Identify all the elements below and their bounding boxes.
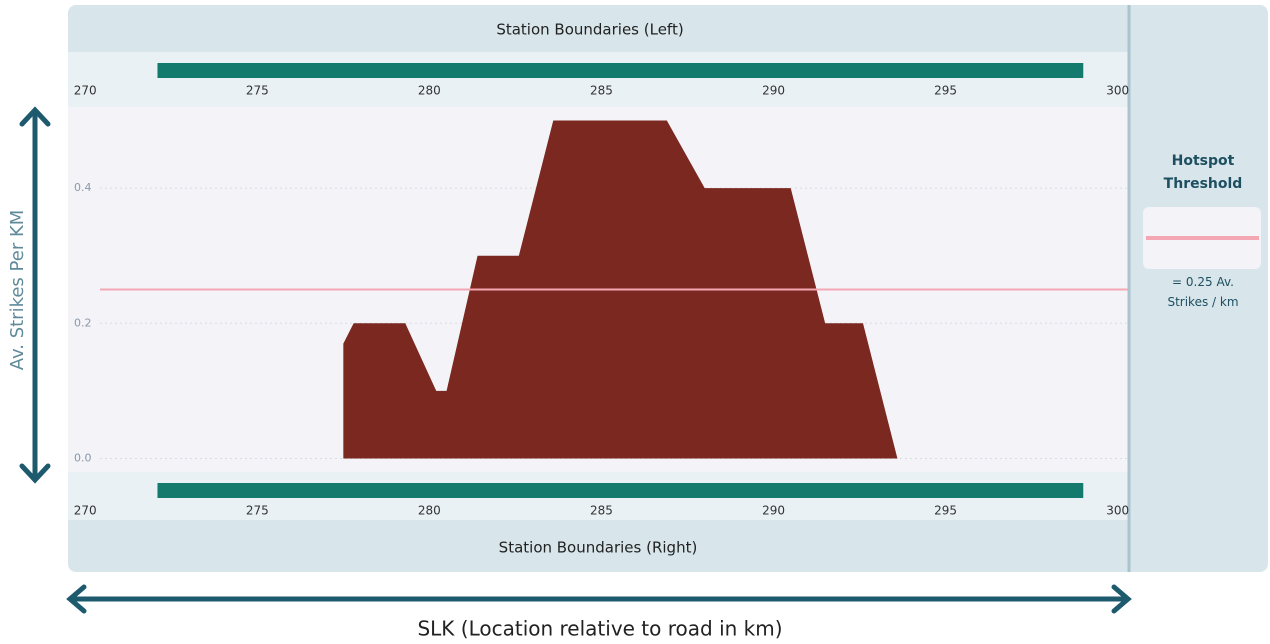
x-tick-label: 300 <box>1106 504 1129 518</box>
x-tick-label: 280 <box>418 504 441 518</box>
station-bar <box>157 63 1084 78</box>
x-tick-label: 285 <box>590 504 613 518</box>
station-bar <box>157 483 1084 498</box>
x-tick-label: 290 <box>762 504 785 518</box>
y-axis-label: Av. Strikes Per KM <box>7 210 28 371</box>
top-band <box>68 52 1128 107</box>
x-tick-label: 280 <box>418 84 441 98</box>
stations-right-title: Station Boundaries (Right) <box>499 539 698 557</box>
x-tick-label: 270 <box>74 84 97 98</box>
y-tick-label: 0.2 <box>74 316 92 329</box>
x-tick-label: 275 <box>246 504 269 518</box>
x-tick-label: 285 <box>590 84 613 98</box>
stations-left-title: Station Boundaries (Left) <box>496 21 683 39</box>
legend-title: Hotspot Threshold <box>1164 153 1243 192</box>
y-arrow <box>19 106 51 484</box>
x-tick-label: 300 <box>1106 84 1129 98</box>
x-tick-label: 270 <box>74 504 97 518</box>
y-tick-label: 0.0 <box>74 451 92 464</box>
legend-label: = 0.25 Av. Strikes / km <box>1167 275 1238 309</box>
x-tick-label: 295 <box>934 84 957 98</box>
x-arrow <box>66 584 1132 614</box>
x-tick-label: 295 <box>934 504 957 518</box>
x-tick-label: 275 <box>246 84 269 98</box>
x-tick-label: 290 <box>762 84 785 98</box>
x-axis-label: SLK (Location relative to road in km) <box>417 617 782 641</box>
y-tick-label: 0.4 <box>74 181 92 194</box>
